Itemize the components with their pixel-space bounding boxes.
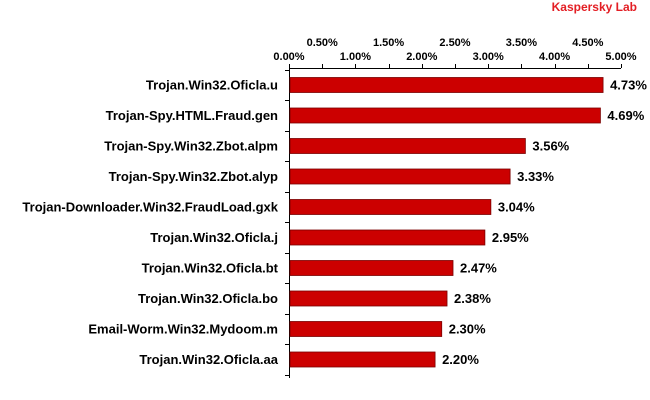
x-tick-label-upper: 3.50% [506, 37, 537, 49]
x-tick-label-lower: 2.00% [406, 51, 437, 63]
category-label: Trojan.Win32.Oficla.j [150, 230, 278, 245]
x-tick-label-lower: 4.00% [539, 51, 570, 63]
x-tick-label-lower: 3.00% [473, 51, 504, 63]
chart-axes [285, 64, 622, 378]
bar [289, 77, 604, 93]
bar [289, 199, 492, 215]
category-label: Trojan.Win32.Oficla.bt [142, 261, 279, 276]
value-label: 4.69% [607, 108, 644, 123]
x-tick-label-lower: 1.00% [340, 51, 371, 63]
bar [289, 107, 601, 124]
category-label: Trojan-Spy.Win32.Zbot.alyp [109, 169, 278, 184]
value-label: 2.30% [449, 322, 486, 337]
x-tick-label-upper: 0.50% [307, 37, 338, 49]
x-tick-label-lower: 0.00% [273, 51, 304, 63]
value-label: 2.47% [460, 261, 497, 276]
category-label: Trojan-Downloader.Win32.FraudLoad.gxk [22, 200, 278, 215]
category-label: Email-Worm.Win32.Mydoom.m [88, 322, 278, 337]
x-axis-upper-tick-labels: 0.50% 1.50% 2.50% 3.50% 4.50% [307, 37, 604, 49]
value-label: 3.56% [532, 139, 569, 154]
category-label: Trojan.Win32.Oficla.bo [138, 291, 278, 306]
x-tick-label-upper: 4.50% [572, 37, 603, 49]
value-label: 2.38% [454, 291, 491, 306]
bar [289, 138, 526, 154]
value-label: 3.33% [517, 169, 554, 184]
bar [289, 229, 486, 246]
bar [289, 290, 448, 307]
value-label: 2.95% [492, 230, 529, 245]
brand-label: Kaspersky Lab [551, 0, 637, 14]
value-label: 3.04% [498, 200, 535, 215]
bar [289, 168, 511, 185]
bar-group [289, 77, 604, 368]
category-label-group: Trojan.Win32.Oficla.u Trojan-Spy.HTML.Fra… [22, 78, 278, 368]
x-tick-label-lower: 5.00% [605, 51, 636, 63]
category-label: Trojan-Spy.HTML.Fraud.gen [106, 108, 278, 123]
category-label: Trojan.Win32.Oficla.u [146, 78, 278, 93]
x-tick-label-upper: 1.50% [373, 37, 404, 49]
value-label-group: 4.73% 4.69% 3.56% 3.33% 3.04% 2.95% 2.47% 2.38%… [442, 78, 647, 368]
bar [289, 260, 454, 276]
bar [289, 321, 443, 337]
x-tick-label-upper: 2.50% [439, 37, 470, 49]
category-label: Trojan-Spy.Win32.Zbot.alpm [104, 139, 278, 154]
value-label: 4.73% [610, 78, 647, 93]
category-label: Trojan.Win32.Oficla.aa [139, 352, 278, 367]
bar [289, 351, 436, 368]
value-label: 2.20% [442, 352, 479, 367]
x-axis-lower-tick-labels: 0.00% 1.00% 2.00% 3.00% 4.00% 5.00% [273, 51, 636, 63]
